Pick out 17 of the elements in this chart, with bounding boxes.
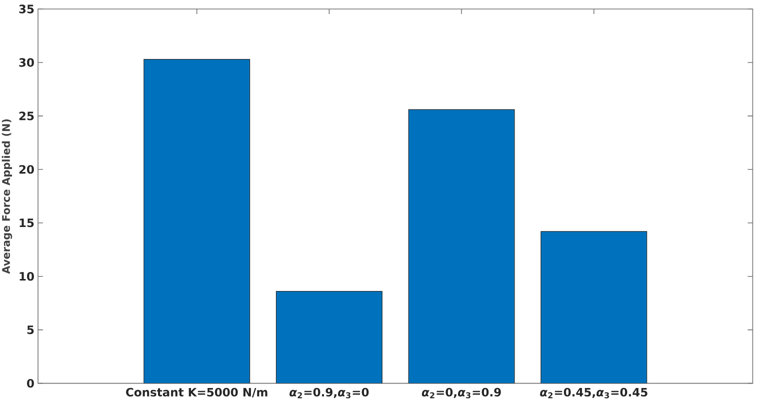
x-tick-label: α$_{2}$=0.9,α$_{3}$=0 (290, 388, 369, 398)
x-tick-label: α$_{2}$=0.45,α$_{3}$=0.45 (540, 388, 648, 398)
y-axis-title: Average Force Applied (N) (2, 119, 12, 274)
bar (144, 59, 250, 384)
bar (408, 110, 514, 384)
x-tick-label: Constant K=5000 N/m (126, 388, 268, 398)
x-tick-label: α$_{2}$=0,α$_{3}$=0.9 (422, 388, 501, 398)
bar (276, 291, 382, 384)
y-tick-label: 0 (27, 378, 34, 388)
y-tick-label: 15 (20, 218, 34, 228)
y-tick-label: 20 (19, 165, 34, 174)
y-tick-label: 35 (19, 4, 34, 14)
y-tick-label: 25 (19, 112, 34, 120)
y-tick-label: 30 (19, 58, 34, 67)
y-tick-label: 5 (27, 326, 34, 334)
y-tick-label: 10 (20, 272, 34, 281)
bar (540, 231, 648, 384)
